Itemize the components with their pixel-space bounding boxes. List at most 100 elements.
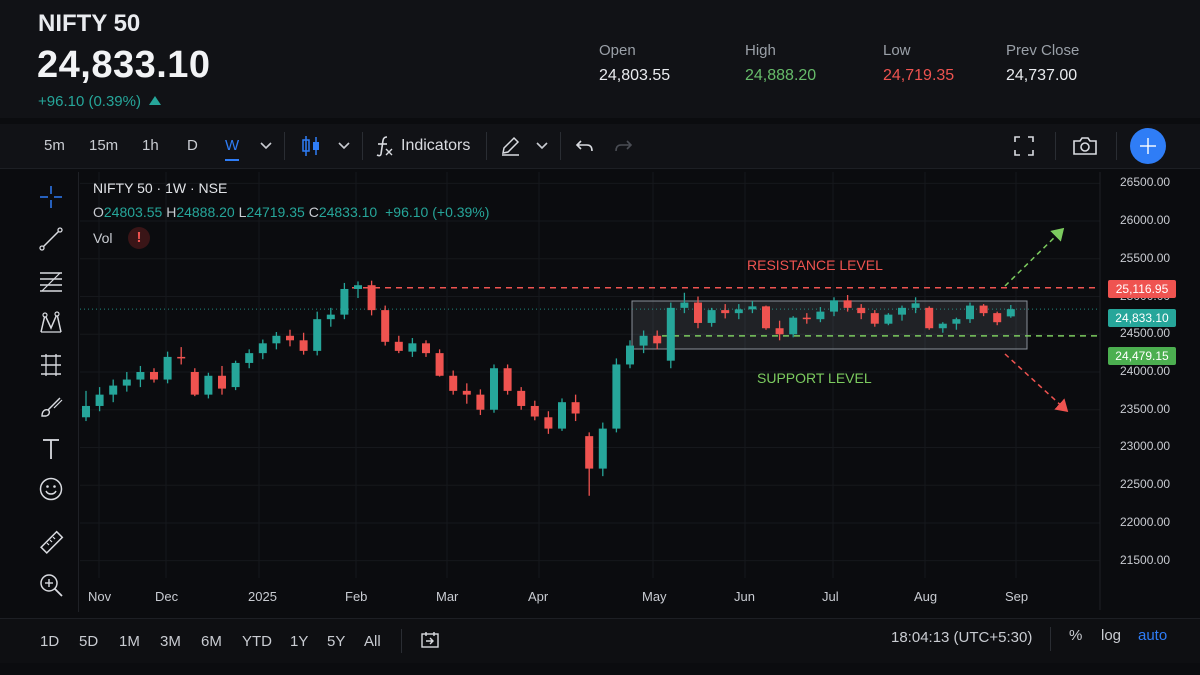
crosshair-icon[interactable] xyxy=(38,184,64,210)
ohlc-key: H xyxy=(166,204,177,220)
candle xyxy=(517,387,526,410)
timeframe-15m[interactable]: 15m xyxy=(89,137,119,154)
text-icon[interactable] xyxy=(38,436,64,462)
candle xyxy=(1006,304,1015,318)
candle-body xyxy=(558,402,566,429)
range-1m[interactable]: 1M xyxy=(119,633,140,650)
candle xyxy=(109,379,118,403)
breakout-arrow xyxy=(1004,227,1065,287)
range-ytd[interactable]: YTD xyxy=(242,633,272,650)
stat-value: 24,803.55 xyxy=(599,67,671,84)
price-change-value: +96.10 (0.39%) xyxy=(38,93,141,110)
candle-body xyxy=(789,317,798,335)
candle-body xyxy=(694,302,702,323)
undo-icon[interactable] xyxy=(574,134,596,158)
candle xyxy=(734,304,743,320)
timeframe-d[interactable]: D xyxy=(187,137,198,154)
candle-body xyxy=(680,302,689,308)
plus-icon[interactable] xyxy=(1130,128,1166,164)
candle xyxy=(476,389,485,416)
candle-body xyxy=(340,288,349,315)
range-6m[interactable]: 6M xyxy=(201,633,222,650)
indicators-button[interactable]: Indicators xyxy=(401,137,471,154)
chart-legend-title[interactable]: NIFTY 50 · 1W · NSE xyxy=(93,180,228,196)
timeframe-1h[interactable]: 1h xyxy=(142,137,159,154)
pattern-icon[interactable] xyxy=(38,310,64,336)
range-5y[interactable]: 5Y xyxy=(327,633,346,650)
timeframe-5m[interactable]: 5m xyxy=(44,137,65,154)
candle xyxy=(993,311,1002,326)
fullscreen-icon[interactable] xyxy=(1011,134,1037,158)
percent-scale-toggle[interactable]: % xyxy=(1069,627,1083,644)
quote-header: NIFTY 50 24,833.10 +96.10 (0.39%) Open 2… xyxy=(0,0,1200,118)
candle xyxy=(272,332,281,350)
last-price-tag: 24,833.10 xyxy=(1108,309,1176,327)
auto-scale-toggle[interactable]: auto xyxy=(1138,627,1168,644)
candle-body xyxy=(884,314,893,324)
timeframe-w[interactable]: W xyxy=(225,137,240,161)
goto-date-icon[interactable] xyxy=(420,630,440,655)
time-axis-tick: Apr xyxy=(528,589,549,604)
candle-body xyxy=(245,353,254,363)
candle xyxy=(122,372,131,392)
price-axis-tick: 26500.00 xyxy=(1120,175,1171,190)
time-axis-tick: Mar xyxy=(436,589,459,604)
chevron-down-icon[interactable] xyxy=(336,134,352,158)
candle xyxy=(843,295,852,312)
ohlc-legend: O24803.55 H24888.20 L24719.35 C24833.10 … xyxy=(93,204,489,220)
candle-body xyxy=(666,307,675,361)
candle xyxy=(762,305,770,330)
candle xyxy=(286,329,294,347)
candle xyxy=(830,297,838,317)
stat-label: Open xyxy=(599,42,636,59)
stat-label: High xyxy=(745,42,776,59)
candle-body xyxy=(966,305,974,320)
range-5d[interactable]: 5D xyxy=(79,633,99,650)
range-1y[interactable]: 1Y xyxy=(290,633,309,650)
redo-icon[interactable] xyxy=(612,134,634,158)
range-3m[interactable]: 3M xyxy=(160,633,181,650)
ohlc-change: +96.10 (+0.39%) xyxy=(385,204,490,220)
measure-icon[interactable] xyxy=(38,352,64,378)
trendline-icon[interactable] xyxy=(38,226,64,252)
candle-body xyxy=(762,306,770,329)
camera-icon[interactable] xyxy=(1071,134,1099,158)
chevron-down-icon[interactable] xyxy=(534,134,550,158)
candle-body xyxy=(979,305,988,314)
toolbar-divider xyxy=(284,132,285,160)
stat-value: 24,888.20 xyxy=(745,67,817,84)
candle-body xyxy=(544,417,553,429)
emoji-icon[interactable] xyxy=(38,476,64,502)
pencil-icon[interactable] xyxy=(498,134,522,158)
candle-body xyxy=(721,310,730,314)
candle xyxy=(585,432,594,496)
stat-open: Open 24,803.55 xyxy=(599,42,670,85)
candle xyxy=(694,296,702,329)
candle xyxy=(258,339,267,360)
fib-icon[interactable] xyxy=(38,268,64,294)
warning-icon[interactable]: ! xyxy=(128,227,150,249)
candle-body xyxy=(367,285,376,311)
ruler-icon[interactable] xyxy=(38,530,64,556)
candle-body xyxy=(286,335,294,341)
candle-body xyxy=(993,313,1002,323)
range-1d[interactable]: 1D xyxy=(40,633,60,650)
candle-body xyxy=(775,328,784,335)
clock-timezone[interactable]: 18:04:13 (UTC+5:30) xyxy=(891,629,1033,646)
range-all[interactable]: All xyxy=(364,633,381,650)
volume-indicator-label[interactable]: Vol xyxy=(93,230,113,246)
chevron-down-icon[interactable] xyxy=(258,134,274,158)
ohlc-key: O xyxy=(93,204,104,220)
ohlc-value: 24833.10 xyxy=(318,204,378,220)
log-scale-toggle[interactable]: log xyxy=(1101,627,1122,644)
function-icon[interactable] xyxy=(374,134,396,158)
candle xyxy=(802,313,811,324)
candlestick-icon[interactable] xyxy=(298,134,324,158)
toolbar-border xyxy=(78,172,79,612)
candle-body xyxy=(816,311,825,320)
brush-icon[interactable] xyxy=(38,394,64,420)
candle xyxy=(789,316,798,338)
zoom-in-icon[interactable] xyxy=(38,572,64,598)
candle xyxy=(95,387,104,412)
